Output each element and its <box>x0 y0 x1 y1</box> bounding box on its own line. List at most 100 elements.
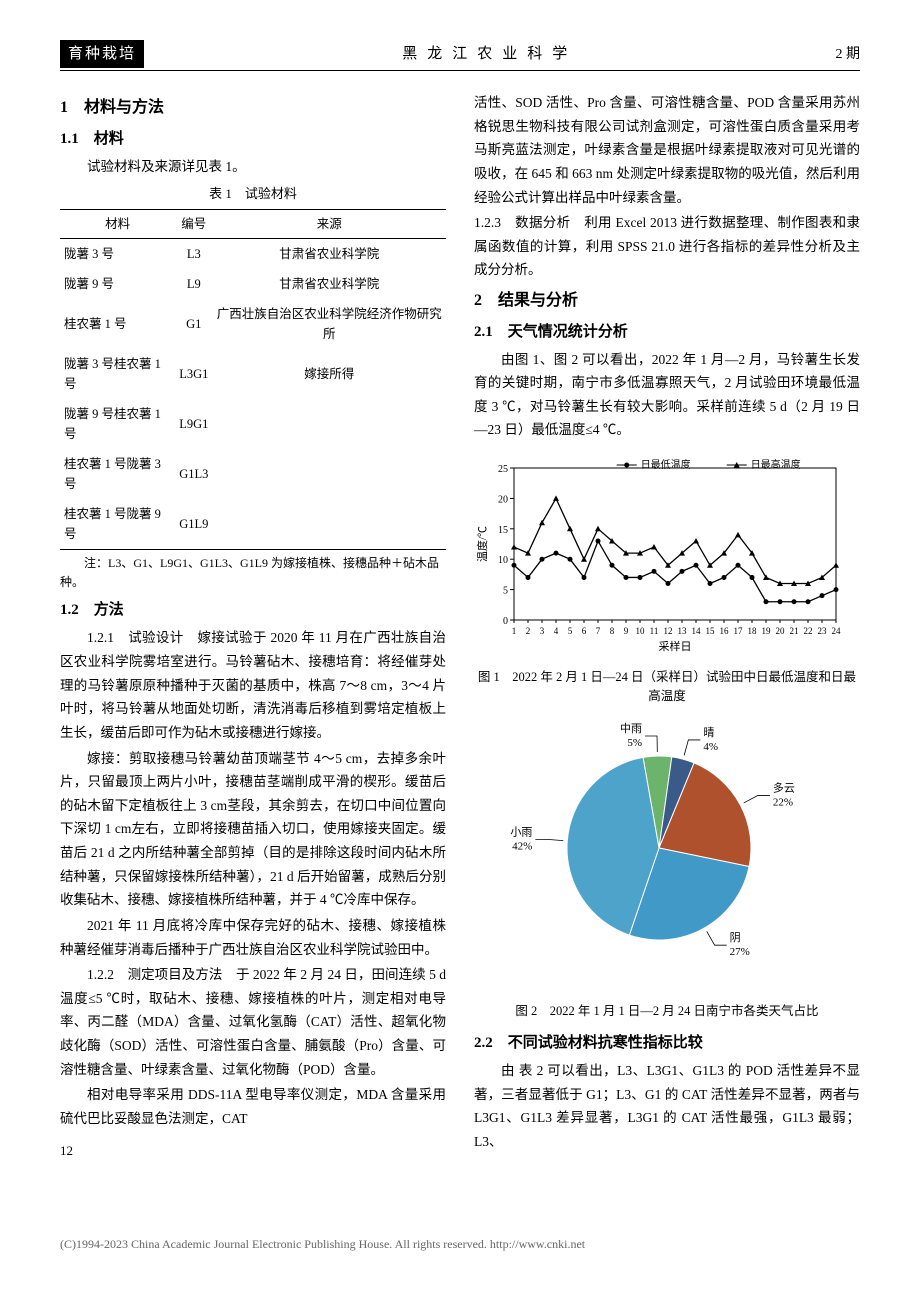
table-cell <box>212 449 446 499</box>
table-col-source: 来源 <box>212 210 446 239</box>
svg-text:19: 19 <box>762 626 772 636</box>
heading-2-2-coldresist: 2.2 不同试验材料抗寒性指标比较 <box>474 1031 860 1055</box>
heading-1-1-materials: 1.1 材料 <box>60 127 446 151</box>
svg-text:4%: 4% <box>703 741 718 753</box>
svg-text:20: 20 <box>498 494 508 505</box>
table1-caption: 表 1 试验材料 <box>60 184 446 205</box>
svg-text:22: 22 <box>804 626 813 636</box>
table-cell: 陇薯 9 号 <box>60 269 175 299</box>
para-continued: 活性、SOD 活性、Pro 含量、可溶性糖含量、POD 含量采用苏州格锐思生物科… <box>474 91 860 209</box>
table-cell: 桂农薯 1 号陇薯 9 号 <box>60 499 175 550</box>
svg-text:27%: 27% <box>730 946 750 958</box>
heading-2-results: 2 结果与分析 <box>474 288 860 314</box>
svg-text:15: 15 <box>498 525 508 536</box>
issue-number: 2 期 <box>836 44 861 66</box>
figure-2-caption: 图 2 2022 年 1 月 1 日—2 月 24 日南宁市各类天气占比 <box>474 1002 860 1021</box>
figure-1-line-chart: 0510152025123456789101112131415161718192… <box>474 454 860 662</box>
svg-text:25: 25 <box>498 464 508 475</box>
table-cell: 桂农薯 1 号陇薯 3 号 <box>60 449 175 499</box>
svg-text:0: 0 <box>503 616 508 627</box>
svg-text:7: 7 <box>596 626 601 636</box>
para-1-2-1c: 2021 年 11 月底将冷库中保存完好的砧木、接穗、嫁接植株种薯经催芽消毒后播… <box>60 914 446 961</box>
table-col-code: 编号 <box>175 210 212 239</box>
svg-text:1: 1 <box>512 626 517 636</box>
svg-text:14: 14 <box>692 626 702 636</box>
heading-1-materials-methods: 1 材料与方法 <box>60 95 446 121</box>
para-1-2-3: 1.2.3 数据分析 利用 Excel 2013 进行数据整理、制作图表和隶属函… <box>474 211 860 282</box>
table-cell <box>212 499 446 550</box>
svg-text:16: 16 <box>720 626 730 636</box>
journal-title: 黑龙江农业科学 <box>144 42 835 66</box>
table-row: 陇薯 3 号L3甘肃省农业科学院 <box>60 239 446 270</box>
svg-text:温度/℃: 温度/℃ <box>475 526 489 562</box>
svg-text:20: 20 <box>776 626 786 636</box>
table-row: 陇薯 9 号桂农薯 1 号L9G1 <box>60 399 446 449</box>
svg-text:采样日: 采样日 <box>659 639 692 653</box>
figure-2-pie-chart: 中雨 5% 晴 4% 多云 22% 阴 27% 小雨 42% <box>474 718 860 996</box>
svg-text:6: 6 <box>582 626 587 636</box>
svg-text:日最低温度: 日最低温度 <box>641 458 691 471</box>
table-cell: L3G1 <box>175 349 212 399</box>
svg-text:23: 23 <box>818 626 828 636</box>
svg-text:10: 10 <box>636 626 646 636</box>
table-row: 陇薯 9 号L9甘肃省农业科学院 <box>60 269 446 299</box>
table-cell: 陇薯 3 号 <box>60 239 175 270</box>
svg-text:9: 9 <box>624 626 629 636</box>
table-1-materials: 材料 编号 来源 陇薯 3 号L3甘肃省农业科学院陇薯 9 号L9甘肃省农业科学… <box>60 209 446 550</box>
para-1-2-1b: 嫁接：剪取接穗马铃薯幼苗顶端茎节 4～5 cm，去掉多余叶片，只留最顶上两片小叶… <box>60 747 446 912</box>
para-2-2: 由 表 2 可以看出，L3、L3G1、G1L3 的 POD 活性差异不显著，三者… <box>474 1059 860 1154</box>
svg-text:10: 10 <box>498 555 508 566</box>
line-chart-svg: 0510152025123456789101112131415161718192… <box>474 454 844 654</box>
para-1-2-1a: 1.2.1 试验设计 嫁接试验于 2020 年 11 月在广西壮族自治区农业科学… <box>60 626 446 744</box>
svg-text:5: 5 <box>503 586 508 597</box>
svg-text:18: 18 <box>748 626 758 636</box>
table-cell: G1 <box>175 299 212 349</box>
svg-text:日最高温度: 日最高温度 <box>751 458 801 471</box>
svg-text:2: 2 <box>526 626 531 636</box>
svg-text:42%: 42% <box>512 840 532 852</box>
table-cell: 甘肃省农业科学院 <box>212 239 446 270</box>
para-1-2-2a: 1.2.2 测定项目及方法 于 2022 年 2 月 24 日，田间连续 5 d… <box>60 963 446 1081</box>
section-label: 育种栽培 <box>60 40 144 68</box>
heading-2-1-weather: 2.1 天气情况统计分析 <box>474 320 860 344</box>
materials-intro: 试验材料及来源详见表 1。 <box>60 155 446 179</box>
svg-text:8: 8 <box>610 626 615 636</box>
table-cell: L9G1 <box>175 399 212 449</box>
table-cell: 桂农薯 1 号 <box>60 299 175 349</box>
svg-text:中雨: 中雨 <box>620 722 642 735</box>
table-cell: 广西壮族自治区农业科学院经济作物研究所 <box>212 299 446 349</box>
svg-text:5%: 5% <box>627 737 642 749</box>
svg-text:15: 15 <box>706 626 716 636</box>
table-cell: L9 <box>175 269 212 299</box>
svg-text:21: 21 <box>790 626 799 636</box>
page-header: 育种栽培 黑龙江农业科学 2 期 <box>60 40 860 71</box>
svg-text:11: 11 <box>650 626 659 636</box>
svg-text:多云: 多云 <box>773 780 795 794</box>
table-cell: 陇薯 3 号桂农薯 1 号 <box>60 349 175 399</box>
table-cell: G1L3 <box>175 449 212 499</box>
svg-text:12: 12 <box>664 626 673 636</box>
svg-text:17: 17 <box>734 626 744 636</box>
table1-note: 注：L3、G1、L9G1、G1L3、G1L9 为嫁接植株、接穗品种＋砧木品种。 <box>60 554 446 592</box>
pie-chart-svg: 中雨 5% 晴 4% 多云 22% 阴 27% 小雨 42% <box>474 718 844 988</box>
svg-text:22%: 22% <box>773 796 793 808</box>
table-cell: 陇薯 9 号桂农薯 1 号 <box>60 399 175 449</box>
table-row: 陇薯 3 号桂农薯 1 号L3G1嫁接所得 <box>60 349 446 399</box>
table-row: 桂农薯 1 号陇薯 3 号G1L3 <box>60 449 446 499</box>
svg-text:小雨: 小雨 <box>510 825 532 838</box>
page-number: 12 <box>60 1141 446 1162</box>
table-cell <box>212 399 446 449</box>
table-cell: 甘肃省农业科学院 <box>212 269 446 299</box>
svg-text:晴: 晴 <box>703 726 714 739</box>
svg-text:24: 24 <box>832 626 842 636</box>
table-row: 桂农薯 1 号G1广西壮族自治区农业科学院经济作物研究所 <box>60 299 446 349</box>
svg-text:阴: 阴 <box>730 931 741 944</box>
para-1-2-2b: 相对电导率采用 DDS-11A 型电导率仪测定，MDA 含量采用硫代巴比妥酸显色… <box>60 1083 446 1130</box>
figure-1-caption: 图 1 2022 年 2 月 1 日—24 日（采样日）试验田中日最低温度和日最… <box>474 668 860 706</box>
cnki-footer: (C)1994-2023 China Academic Journal Elec… <box>0 1221 920 1274</box>
svg-text:5: 5 <box>568 626 573 636</box>
right-column: 活性、SOD 活性、Pro 含量、可溶性糖含量、POD 含量采用苏州格锐思生物科… <box>474 89 860 1161</box>
table-col-material: 材料 <box>60 210 175 239</box>
svg-text:3: 3 <box>540 626 545 636</box>
svg-text:13: 13 <box>678 626 688 636</box>
